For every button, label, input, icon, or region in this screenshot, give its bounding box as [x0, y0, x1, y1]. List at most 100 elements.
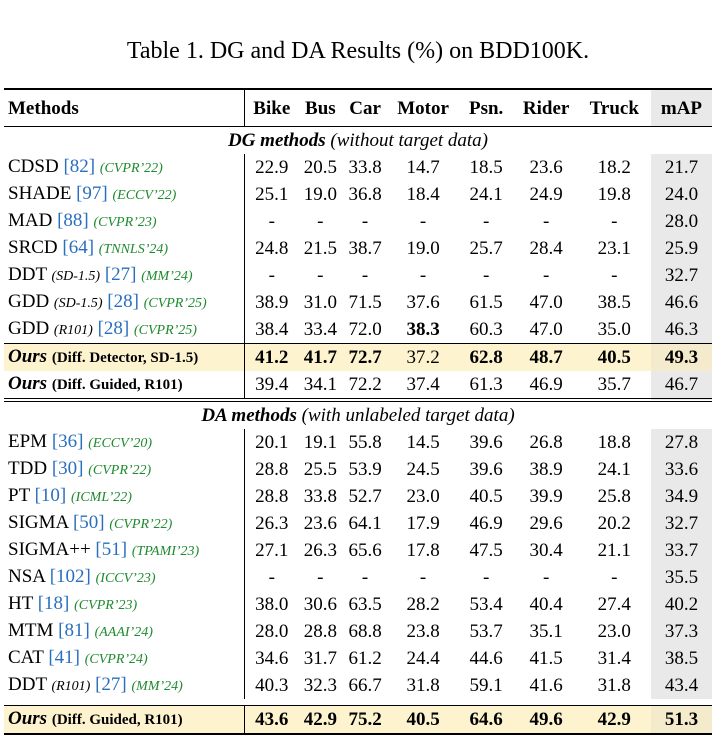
method-name: CDSD: [8, 156, 59, 177]
method-cell: SIGMA [50] (CVPR’22): [4, 510, 244, 537]
value-cell: 25.1: [243, 181, 299, 208]
value-cell: 24.8: [243, 235, 299, 262]
citation-link: [36]: [51, 431, 84, 452]
value-cell: 41.5: [529, 648, 563, 669]
value-cell: -: [611, 211, 618, 232]
value-cell: 64.6: [457, 705, 515, 735]
value-cell: -: [482, 567, 490, 588]
venue-label: (CVPR’23): [93, 215, 157, 230]
method-name: Ours: [8, 346, 48, 367]
method-cell: Ours (Diff. Guided, R101): [4, 705, 245, 735]
section-subtitle: (with unlabeled target data): [301, 405, 515, 426]
value-cell: 19.1: [303, 432, 337, 453]
value-cell: 23.6: [303, 513, 337, 534]
value-cell: 25.8: [597, 486, 631, 507]
value-cell: 31.8: [597, 675, 631, 696]
method-cell: Ours (Diff. Guided, R101): [4, 371, 244, 400]
value-cell: 18.4: [406, 184, 440, 205]
value-cell: 44.6: [469, 648, 503, 669]
value-cell: 28.8: [303, 621, 337, 642]
table-row: NSA [102] (ICCV’23) - - - - - - -35.5: [4, 564, 712, 591]
value-cell: 62.8: [457, 343, 515, 371]
value-cell: 21.7: [650, 154, 712, 181]
method-config: (Diff. Detector, SD-1.5): [51, 350, 199, 366]
value-cell: 72.2: [348, 374, 382, 395]
method-name: HT: [8, 593, 33, 614]
value-cell: 34.6: [243, 645, 299, 672]
table-row: TDD [30] (CVPR’22) 28.8 25.5 53.9 24.5 39.6 38…: [4, 456, 712, 483]
value-cell: 18.5: [469, 157, 503, 178]
citation-link: [97]: [76, 183, 108, 204]
header-psn: Psn.: [457, 88, 515, 127]
value-cell: 18.2: [597, 157, 631, 178]
value-cell: 42.9: [577, 705, 651, 735]
value-cell: 27.1: [243, 537, 299, 564]
value-cell: 27.8: [650, 429, 712, 456]
value-cell: 28.8: [243, 483, 299, 510]
header-car: Car: [341, 88, 389, 127]
method-name: MAD: [8, 210, 53, 231]
value-cell: -: [243, 564, 299, 591]
value-cell: 49.3: [650, 343, 712, 371]
method-name: DDT: [8, 264, 47, 285]
venue-label: (TNNLS’24): [98, 242, 169, 257]
value-cell: 46.9: [469, 513, 503, 534]
value-cell: 24.4: [406, 648, 440, 669]
method-name: TDD: [8, 458, 48, 479]
value-cell: 40.5: [577, 343, 651, 371]
value-cell: 63.5: [348, 594, 382, 615]
value-cell: 33.8: [348, 157, 382, 178]
value-cell: 39.4: [243, 371, 299, 400]
value-cell: 23.6: [529, 157, 563, 178]
citation-link: [28]: [107, 291, 139, 312]
value-cell: 66.7: [348, 675, 382, 696]
value-cell: 28.8: [243, 456, 299, 483]
value-cell: 30.4: [529, 540, 563, 561]
value-cell: 26.8: [529, 432, 563, 453]
value-cell: 19.0: [303, 184, 337, 205]
value-cell: 19.8: [597, 184, 631, 205]
value-cell: 17.8: [406, 540, 440, 561]
value-cell: 25.9: [650, 235, 712, 262]
header-bus: Bus: [298, 88, 342, 127]
value-cell: 72.7: [341, 343, 389, 371]
value-cell: 40.3: [243, 672, 299, 699]
value-cell: 51.3: [650, 705, 712, 735]
value-cell: -: [542, 567, 550, 588]
da-section-header-cell: DA methods (with unlabeled target data): [4, 398, 712, 429]
method-config: (Diff. Guided, R101): [51, 377, 183, 393]
method-backbone: (R101): [51, 679, 91, 694]
value-cell: 39.9: [529, 486, 563, 507]
method-config: (Diff. Guided, R101): [51, 712, 183, 728]
section-title: DG methods: [227, 130, 326, 151]
value-cell: 47.0: [529, 319, 563, 340]
table-row: MTM [81] (AAAI’24) 28.0 28.8 68.8 23.8 53.7 35…: [4, 618, 712, 645]
citation-link: [41]: [48, 647, 80, 668]
value-cell: 23.8: [406, 621, 440, 642]
header-truck: Truck: [577, 88, 651, 127]
value-cell: 23.0: [406, 486, 440, 507]
value-cell: 19.0: [406, 238, 440, 259]
method-name: MTM: [8, 620, 54, 641]
table-row: CAT [41] (CVPR’24) 34.6 31.7 61.2 24.4 44.6 41…: [4, 645, 712, 672]
value-cell: 21.1: [597, 540, 631, 561]
value-cell: 65.6: [348, 540, 382, 561]
dg-section-header: DG methods (without target data): [4, 127, 712, 155]
value-cell: 25.7: [469, 238, 503, 259]
venue-label: (AAAI’24): [94, 625, 153, 640]
citation-link: [27]: [104, 264, 137, 285]
method-name: Ours: [8, 708, 48, 729]
header-row: Methods Bike Bus Car Motor Psn. Rider Tr…: [4, 88, 712, 127]
value-cell: 46.7: [650, 371, 712, 400]
value-cell: -: [243, 262, 299, 289]
value-cell: -: [361, 567, 369, 588]
value-cell: 55.8: [348, 432, 382, 453]
value-cell: 39.6: [469, 459, 503, 480]
value-cell: 23.0: [597, 621, 631, 642]
value-cell: 40.4: [529, 594, 563, 615]
value-cell: -: [542, 211, 550, 232]
method-cell: NSA [102] (ICCV’23): [4, 564, 244, 591]
citation-link: [30]: [51, 458, 84, 479]
method-cell: SRCD [64] (TNNLS’24): [4, 235, 244, 262]
value-cell: 20.2: [597, 513, 631, 534]
